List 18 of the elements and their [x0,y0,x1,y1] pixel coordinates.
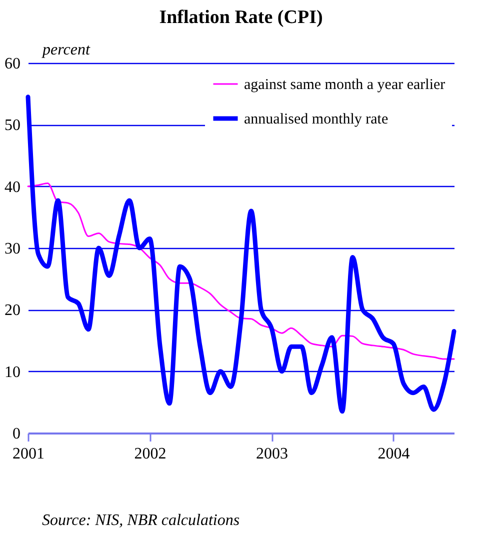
x-tick-label: 2001 [12,446,44,462]
line-series [26,94,456,414]
x-tick-label: 2004 [378,446,410,462]
y-tick-label: 60 [4,56,20,72]
y-tick-label: 30 [4,240,20,258]
y-tick-label: 0 [12,426,20,442]
chart-title: Inflation Rate (CPI) [159,7,323,28]
x-tick-label: 2002 [134,446,166,462]
y-tick-label: 20 [4,302,20,320]
source-note: Source: NIS, NBR calculations [42,512,240,530]
y-tick-label: 40 [4,178,20,196]
y-axis-title: percent [42,42,90,58]
x-tick-label: 2003 [256,446,288,462]
line-series [27,182,455,360]
legend-label: against same month a year earlier [244,77,446,93]
y-tick-label: 10 [4,364,20,381]
y-tick-label: 50 [4,117,20,134]
legend-label: annualised monthly rate [244,112,388,128]
